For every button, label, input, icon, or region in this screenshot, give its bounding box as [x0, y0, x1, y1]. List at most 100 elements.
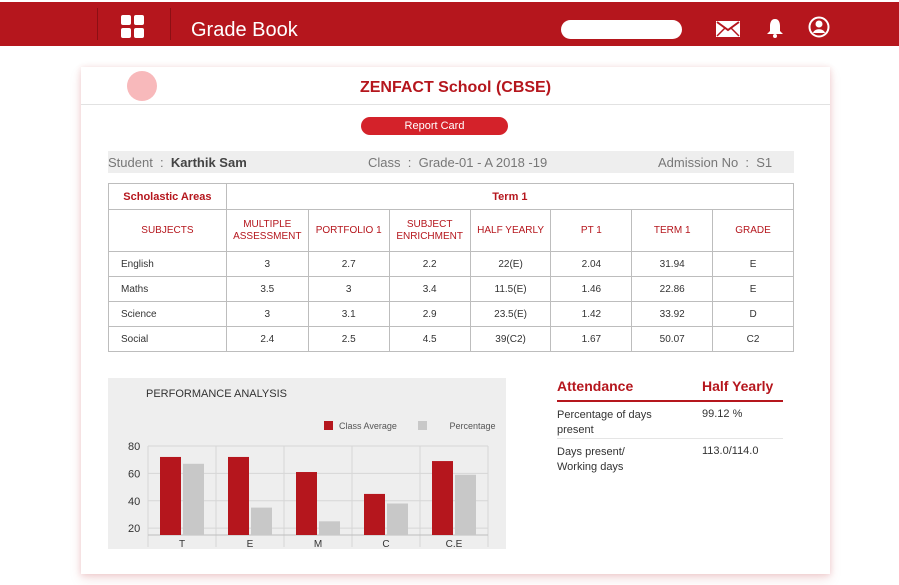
bell-icon[interactable]	[765, 18, 785, 38]
user-icon[interactable]	[808, 16, 830, 38]
scholastic-areas-header: Scholastic Areas	[108, 183, 227, 210]
x-tick-label: C.E	[446, 539, 463, 549]
bar	[387, 503, 408, 535]
bar-chart: 20 40 60 80 T E M C C.E	[128, 441, 489, 549]
table-cell: 3.1	[307, 301, 390, 327]
school-name: ZENFACT School (CBSE)	[359, 79, 552, 96]
bar	[319, 521, 340, 535]
divider	[81, 104, 830, 105]
attendance-period: Half Yearly	[702, 378, 774, 394]
attendance-value: 113.0/114.0	[702, 445, 759, 457]
x-tick-label: M	[314, 539, 322, 549]
table-cell: 22(E)	[469, 251, 552, 277]
legend-label: Class Average	[339, 421, 397, 431]
app-title: Grade Book	[191, 19, 298, 41]
report-card-button[interactable]: Report Card	[361, 117, 508, 135]
legend-label: Percentage	[449, 421, 496, 431]
search-input[interactable]	[561, 20, 682, 39]
bar	[183, 463, 204, 535]
column-header: GRADE	[712, 209, 794, 252]
table-cell: 1.46	[550, 276, 633, 302]
table-row: English 3 2.7 2.2 22(E) 2.04 31.94 E	[108, 251, 794, 277]
chart-title: PERFORMANCE ANALYSIS	[146, 388, 287, 400]
grid-icon[interactable]	[121, 15, 145, 39]
bar	[364, 493, 385, 535]
table-cell: English	[108, 251, 227, 277]
table-row: Science 3 3.1 2.9 23.5(E) 1.42 33.92 D	[108, 301, 794, 327]
column-header: MULTIPLE ASSESSMENT	[225, 209, 309, 252]
table-cell: 2.04	[550, 251, 633, 277]
attendance-value: 99.12 %	[702, 408, 743, 420]
school-logo	[127, 71, 157, 101]
table-row: Maths 3.5 3 3.4 11.5(E) 1.46 22.86 E	[108, 276, 794, 302]
table-cell: 4.5	[388, 326, 471, 352]
table-row: Social 2.4 2.5 4.5 39(C2) 1.67 50.07 C2	[108, 326, 794, 352]
report-card-panel: ZENFACT School (CBSE) Report Card Studen…	[81, 67, 830, 574]
table-cell: C2	[712, 326, 794, 352]
legend-swatch	[324, 421, 333, 430]
term-header: Term 1	[225, 183, 795, 210]
column-header: SUBJECTS	[108, 209, 227, 252]
table-cell: 1.67	[550, 326, 633, 352]
table-cell: 3	[307, 276, 390, 302]
legend-swatch	[418, 421, 427, 430]
mail-icon[interactable]	[716, 21, 740, 37]
attendance-label: Days present/ Working days	[557, 446, 625, 473]
grades-table: Scholastic Areas Term 1 SUBJECTS MULTIPL…	[108, 183, 795, 352]
admission-label: Admission No	[658, 155, 739, 170]
table-cell: E	[712, 251, 794, 277]
table-cell: 3.5	[225, 276, 309, 302]
table-cell: Social	[108, 326, 227, 352]
x-tick-label: T	[179, 539, 185, 549]
table-cell: 3.4	[388, 276, 471, 302]
student-name: Karthik Sam	[170, 155, 247, 170]
table-cell: 39(C2)	[469, 326, 552, 352]
attendance-panel: Attendance Half Yearly Percentage of day…	[557, 376, 783, 476]
y-tick-label: 80	[128, 441, 140, 453]
attendance-label: Percentage of days present	[557, 409, 652, 436]
class-value: Grade-01 - A 2018 -19	[418, 155, 548, 170]
y-tick-label: 60	[128, 468, 140, 480]
table-cell: D	[712, 301, 794, 327]
table-cell: 22.86	[631, 276, 714, 302]
table-cell: 23.5(E)	[469, 301, 552, 327]
table-cell: 3	[225, 251, 309, 277]
table-cell: 1.42	[550, 301, 633, 327]
column-header: TERM 1	[631, 209, 714, 252]
y-tick-label: 20	[128, 523, 140, 535]
bar	[296, 472, 317, 535]
x-tick-label: C	[382, 539, 389, 549]
table-cell: 31.94	[631, 251, 714, 277]
student-info-bar: Student : Karthik Sam Class : Grade-01 -…	[108, 151, 794, 173]
table-cell: Science	[108, 301, 227, 327]
admission-value: S1	[756, 155, 773, 170]
column-header: HALF YEARLY	[469, 209, 552, 252]
top-bar: Grade Book	[0, 2, 899, 46]
column-header: PORTFOLIO 1	[307, 209, 390, 252]
table-cell: 11.5(E)	[469, 276, 552, 302]
y-tick-label: 40	[128, 496, 140, 508]
bar	[251, 507, 272, 535]
divider	[97, 8, 98, 40]
table-cell: 50.07	[631, 326, 714, 352]
table-cell: 2.5	[307, 326, 390, 352]
table-cell: 2.7	[307, 251, 390, 277]
column-header: PT 1	[550, 209, 633, 252]
attendance-row: Days present/ Working days 113.0/114.0	[557, 439, 783, 476]
table-cell: E	[712, 276, 794, 302]
table-cell: 2.2	[388, 251, 471, 277]
table-cell: 2.9	[388, 301, 471, 327]
attendance-row: Percentage of days present 99.12 %	[557, 402, 783, 439]
x-tick-label: E	[247, 539, 254, 549]
bar	[455, 474, 476, 535]
bar	[160, 456, 181, 535]
student-label: Student	[108, 155, 153, 170]
legend-item-class-average: Class Average	[324, 421, 397, 431]
legend-item-percentage: Percentage	[418, 421, 496, 431]
attendance-title: Attendance	[557, 378, 634, 394]
table-cell: 33.92	[631, 301, 714, 327]
table-cell: 3	[225, 301, 309, 327]
table-cell: 2.4	[225, 326, 309, 352]
divider	[170, 8, 171, 40]
column-header: SUBJECT ENRICHMENT	[388, 209, 471, 252]
